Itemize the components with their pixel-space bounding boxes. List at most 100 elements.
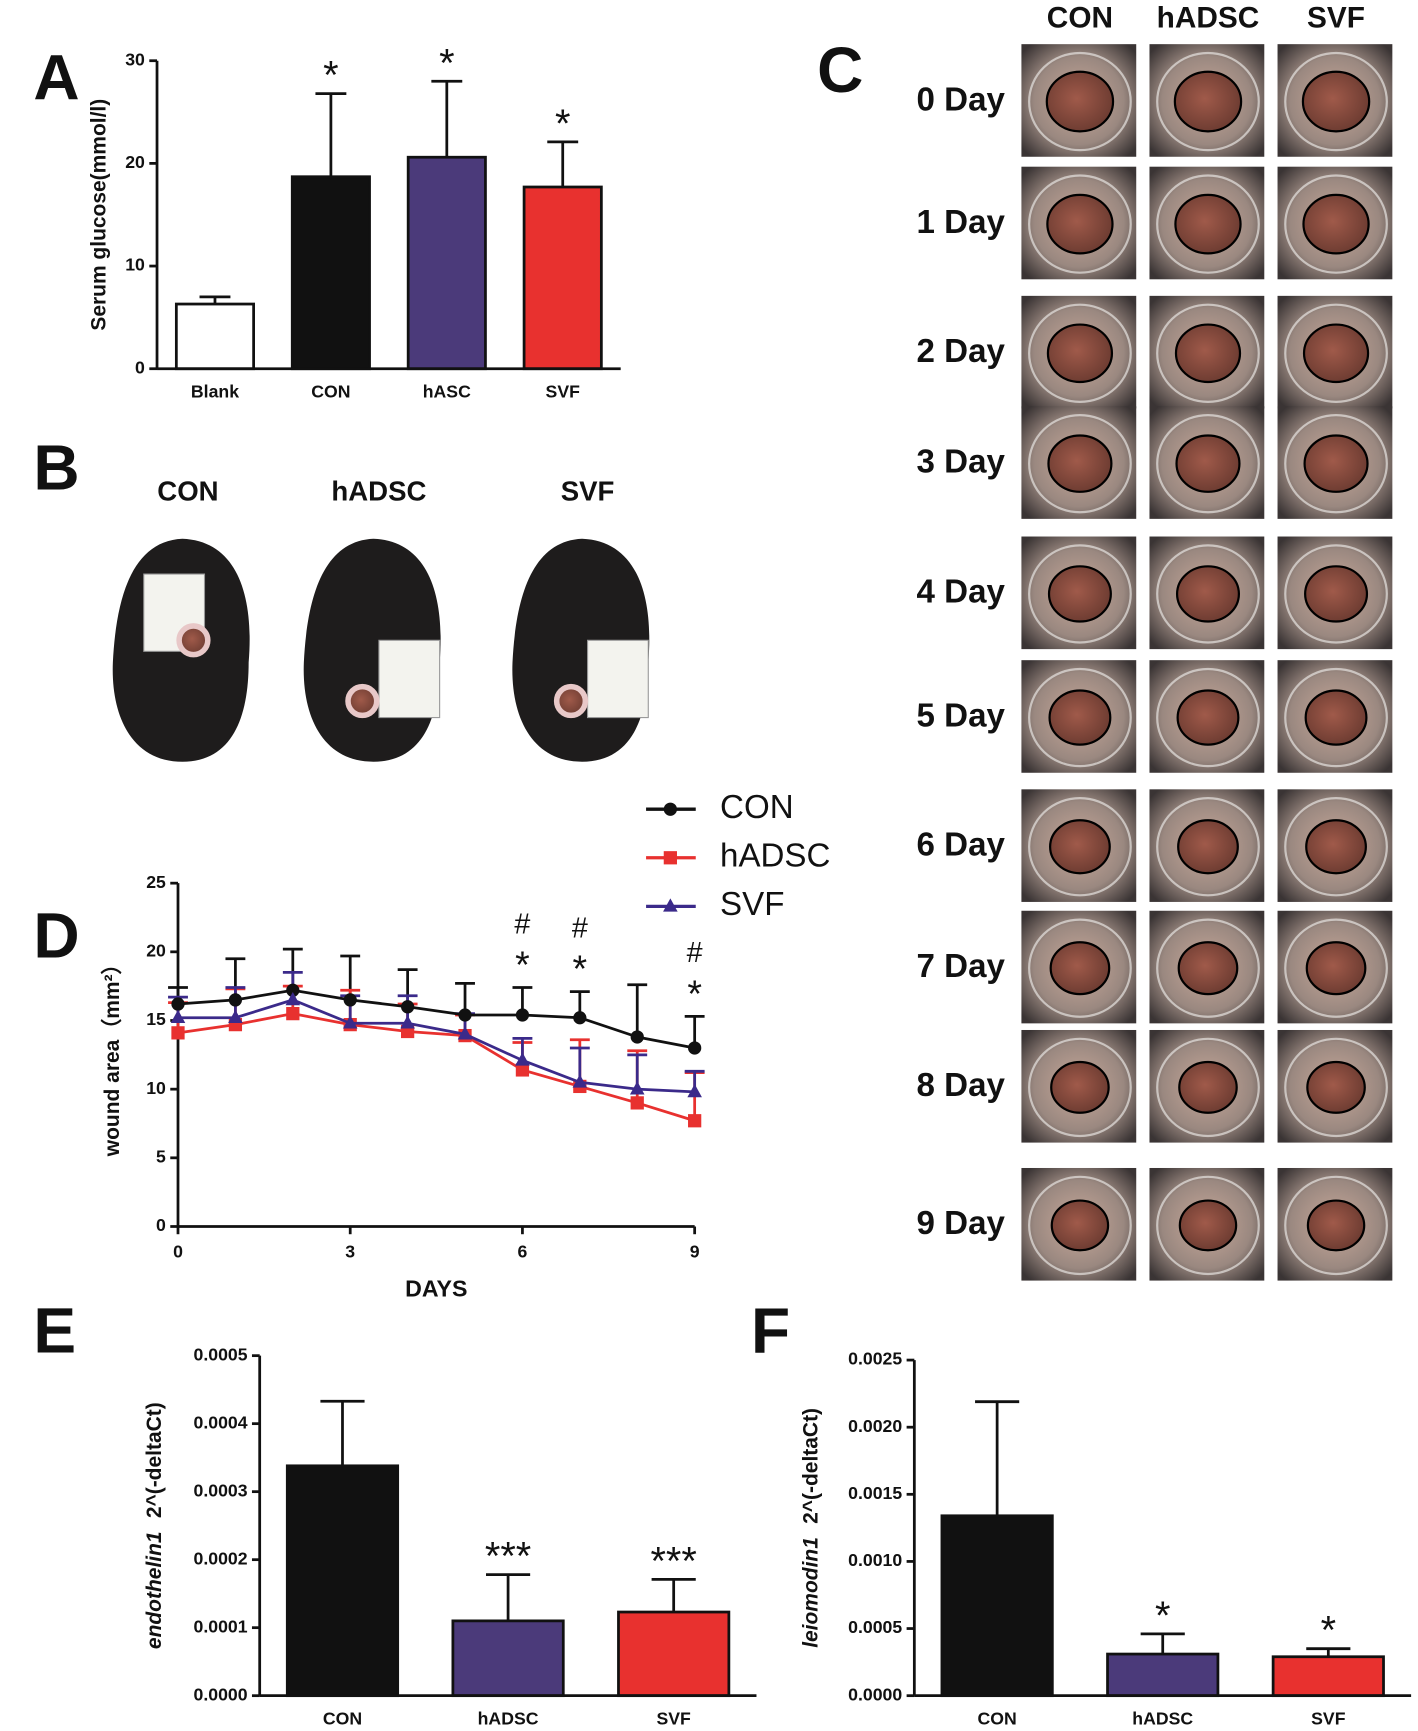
bar (285, 1464, 400, 1698)
legend-label: SVF (720, 886, 784, 923)
wound-photo (553, 683, 589, 719)
marker (572, 1074, 588, 1088)
y-tick-label: 20 (146, 941, 166, 961)
marker (688, 1114, 702, 1128)
dressing-ring (1156, 918, 1260, 1018)
bar (940, 1514, 1054, 1698)
x-tick-label: SVF (1311, 1709, 1346, 1729)
wound (1046, 323, 1114, 384)
y-tick-label: 0.0004 (194, 1412, 248, 1432)
wound (1301, 70, 1371, 133)
y-tick-label: 0 (156, 1215, 166, 1235)
row-label: 5 Day (917, 697, 1006, 734)
row-label: 8 Day (917, 1067, 1006, 1104)
annotation: # (687, 937, 703, 969)
y-axis-label: wound area（mm²） (99, 953, 123, 1157)
marker (228, 993, 243, 1007)
dressing-ring (1284, 667, 1388, 768)
significance: *** (650, 1539, 696, 1583)
series-line (177, 988, 695, 1050)
bar (406, 155, 487, 371)
y-tick-label: 0.0005 (194, 1344, 248, 1364)
wound (1173, 70, 1243, 133)
row-label: 2 Day (917, 333, 1006, 370)
marker (170, 1009, 186, 1024)
y-tick-label: 0.0003 (194, 1480, 248, 1500)
wound (1047, 565, 1112, 623)
dressing-ring (1156, 544, 1260, 644)
y-axis-label-unit: 2^(-deltaCt) (142, 1402, 165, 1518)
marker (171, 997, 185, 1011)
dressing-ring (1284, 918, 1388, 1018)
wound (1304, 565, 1369, 623)
row-label: 6 Day (917, 826, 1006, 863)
y-tick-label: 0.0000 (848, 1684, 902, 1704)
y-axis-label: endothelin1 2^(-deltaCt) (142, 1402, 165, 1649)
x-tick-label: hADSC (1132, 1709, 1193, 1729)
x-tick-label: 6 (518, 1242, 528, 1262)
bar (1106, 1652, 1220, 1698)
panel-letter: B (33, 431, 79, 503)
x-tick-label: CON (323, 1709, 362, 1729)
panel-letter: C (817, 34, 863, 106)
significance: * (1321, 1609, 1336, 1653)
x-tick-label: 9 (690, 1242, 700, 1262)
legend-label: CON (720, 789, 794, 826)
marker (343, 993, 357, 1007)
wound (1178, 1060, 1238, 1114)
marker (515, 1063, 530, 1077)
marker (342, 1015, 358, 1029)
panel-letter: E (33, 1295, 76, 1367)
series-line (177, 998, 695, 1094)
row-label: 7 Day (917, 948, 1006, 985)
wound (1304, 689, 1368, 746)
wound (1175, 434, 1241, 493)
dressing-ring (1284, 303, 1388, 403)
dressing-ring (1028, 544, 1132, 644)
y-tick-label: 10 (146, 1078, 166, 1098)
dressing-ring (1156, 174, 1260, 274)
x-tick-label: Blank (191, 382, 239, 402)
ruler (378, 639, 441, 719)
wound (1302, 193, 1370, 255)
bar (522, 185, 603, 371)
y-axis-label-gene: leiomodin1 (799, 1537, 822, 1648)
mouse-label: hADSC (331, 476, 426, 507)
y-tick-label: 0.0015 (848, 1483, 902, 1503)
x-tick-label: SVF (657, 1709, 692, 1729)
marker (457, 1026, 473, 1040)
marker (228, 1009, 243, 1024)
wound (1049, 819, 1111, 875)
column-label: hADSC (1157, 2, 1260, 35)
marker (688, 1041, 702, 1055)
x-tick-label: hASC (423, 382, 471, 402)
column-label: SVF (1307, 2, 1365, 35)
panel-letter: D (33, 899, 79, 971)
wound (1177, 819, 1239, 875)
wound (1177, 941, 1239, 996)
wound (1047, 434, 1113, 493)
dressing-ring (1028, 918, 1132, 1018)
y-axis-label-text: Serum glucose(mmol/l) (87, 99, 110, 331)
marker (400, 1015, 415, 1029)
wound (1175, 565, 1241, 623)
dressing-ring (1156, 51, 1260, 152)
wound (1174, 193, 1242, 255)
dressing-ring (1156, 797, 1260, 897)
row-label: 9 Day (917, 1205, 1006, 1242)
y-tick-label: 0.0025 (848, 1349, 902, 1369)
wound (1050, 1060, 1110, 1114)
y-tick-label: 10 (125, 255, 145, 275)
annotation: # (572, 912, 588, 944)
y-tick-label: 0.0005 (848, 1617, 902, 1637)
significance: * (323, 54, 338, 98)
wound (1046, 193, 1114, 255)
marker (663, 851, 677, 865)
row-label: 4 Day (917, 574, 1006, 611)
wound (1303, 434, 1369, 493)
series-line (177, 1012, 696, 1123)
dressing-ring (1156, 1175, 1260, 1276)
mouse-label: CON (157, 476, 218, 507)
dressing-ring (1028, 1175, 1132, 1276)
